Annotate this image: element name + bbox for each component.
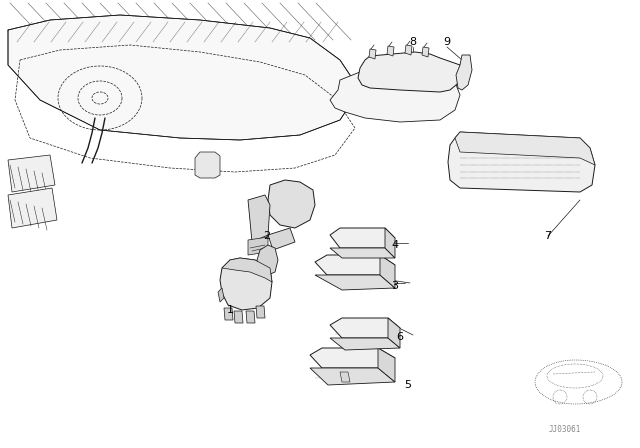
Polygon shape [234, 311, 243, 323]
Text: 8: 8 [410, 37, 417, 47]
Polygon shape [268, 180, 315, 228]
Text: 7: 7 [545, 231, 552, 241]
Text: 2: 2 [264, 231, 271, 241]
Polygon shape [369, 49, 376, 59]
Text: 6: 6 [397, 332, 403, 342]
Polygon shape [330, 228, 395, 248]
Polygon shape [248, 237, 268, 255]
Text: 5: 5 [404, 380, 412, 390]
Polygon shape [220, 258, 272, 310]
Polygon shape [222, 258, 272, 282]
Polygon shape [310, 368, 395, 385]
Polygon shape [224, 308, 233, 320]
Text: JJ03061: JJ03061 [549, 426, 581, 435]
Polygon shape [8, 155, 55, 192]
Polygon shape [378, 348, 395, 382]
Polygon shape [218, 288, 224, 302]
Text: 9: 9 [444, 37, 451, 47]
Polygon shape [448, 132, 595, 192]
Polygon shape [358, 52, 462, 92]
Polygon shape [310, 348, 395, 368]
Polygon shape [315, 275, 395, 290]
Polygon shape [256, 306, 265, 318]
Polygon shape [8, 188, 57, 228]
Polygon shape [248, 195, 270, 242]
Polygon shape [387, 46, 394, 56]
Polygon shape [330, 338, 400, 350]
Polygon shape [257, 245, 278, 275]
Polygon shape [330, 318, 400, 338]
Polygon shape [455, 132, 595, 165]
Polygon shape [195, 152, 220, 178]
Polygon shape [405, 45, 412, 55]
Polygon shape [246, 311, 255, 323]
Polygon shape [456, 55, 472, 90]
Polygon shape [315, 255, 395, 275]
Polygon shape [330, 65, 460, 122]
Polygon shape [422, 47, 429, 57]
Text: 4: 4 [392, 240, 399, 250]
Text: 3: 3 [392, 281, 399, 291]
Polygon shape [268, 228, 295, 250]
Polygon shape [330, 248, 395, 258]
Text: 1: 1 [227, 305, 234, 315]
Polygon shape [8, 15, 360, 140]
Polygon shape [340, 372, 350, 382]
Polygon shape [385, 228, 395, 258]
Polygon shape [388, 318, 400, 348]
Polygon shape [380, 255, 395, 288]
